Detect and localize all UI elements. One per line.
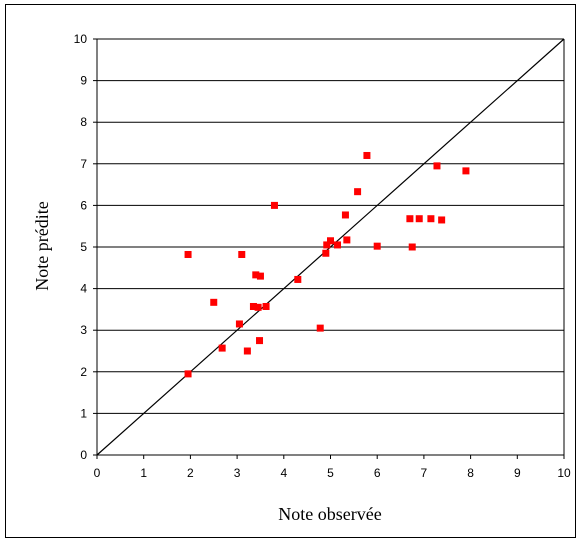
- y-tick-label-3: 3: [80, 323, 87, 337]
- data-point: [415, 215, 423, 223]
- x-tick-label-8: 8: [467, 466, 474, 480]
- reference-line: [96, 38, 565, 456]
- data-point: [433, 162, 441, 170]
- data-point: [256, 272, 264, 280]
- data-point: [256, 337, 264, 345]
- data-point: [184, 250, 192, 258]
- x-tick-label-4: 4: [280, 466, 287, 480]
- x-tick-label-10: 10: [557, 466, 571, 480]
- data-point: [323, 241, 331, 249]
- data-point: [254, 303, 262, 311]
- data-point: [408, 243, 416, 251]
- data-point: [373, 242, 381, 250]
- data-point: [341, 211, 349, 219]
- y-tick-label-6: 6: [80, 198, 87, 212]
- data-point: [262, 302, 270, 310]
- data-point: [238, 250, 246, 258]
- gridlines: [97, 38, 564, 414]
- y-tick-label-1: 1: [80, 406, 87, 420]
- data-point: [210, 298, 218, 306]
- x-axis-title: Note observée: [278, 504, 381, 524]
- data-point: [322, 249, 330, 257]
- data-point: [243, 347, 251, 355]
- data-point: [327, 237, 334, 245]
- x-tick-label-6: 6: [374, 466, 381, 480]
- x-tick-label-7: 7: [421, 466, 428, 480]
- y-tick-labels: 0 1 2 3 4 5 6 7 8 9 10: [74, 32, 88, 462]
- data-point: [406, 215, 414, 223]
- y-tick-label-5: 5: [80, 240, 87, 254]
- y-tick-label-9: 9: [80, 74, 87, 88]
- data-point: [270, 201, 278, 209]
- reference-line-group: [96, 38, 565, 456]
- data-point: [316, 324, 324, 332]
- y-tick-label-0: 0: [80, 448, 87, 462]
- axes: [93, 38, 565, 459]
- y-axis-title: Note prédite: [32, 201, 52, 290]
- data-point: [438, 216, 446, 224]
- data-point: [462, 167, 470, 175]
- data-point: [184, 370, 192, 378]
- x-tick-label-5: 5: [327, 466, 334, 480]
- y-tick-label-8: 8: [80, 115, 87, 129]
- data-point: [354, 188, 362, 196]
- x-tick-label-3: 3: [234, 466, 241, 480]
- data-point: [249, 302, 257, 310]
- data-point: [294, 275, 302, 283]
- y-tick-label-2: 2: [80, 365, 87, 379]
- data-point: [343, 236, 351, 244]
- x-tick-label-2: 2: [187, 466, 194, 480]
- x-tick-labels: 0 1 2 3 4 5 6 7 8 9 10: [94, 466, 571, 480]
- chart-frame: [5, 4, 576, 538]
- y-tick-label-4: 4: [80, 282, 87, 296]
- y-tick-label-7: 7: [80, 157, 87, 171]
- x-tick-label-1: 1: [140, 466, 147, 480]
- data-point: [218, 344, 226, 352]
- data-points: [184, 151, 470, 378]
- data-point: [363, 151, 371, 159]
- data-point: [235, 320, 243, 328]
- x-tick-label-9: 9: [514, 466, 521, 480]
- data-point: [427, 215, 435, 223]
- y-tick-label-10: 10: [74, 32, 88, 46]
- x-tick-label-0: 0: [94, 466, 101, 480]
- data-point: [334, 241, 342, 249]
- data-point: [252, 271, 260, 279]
